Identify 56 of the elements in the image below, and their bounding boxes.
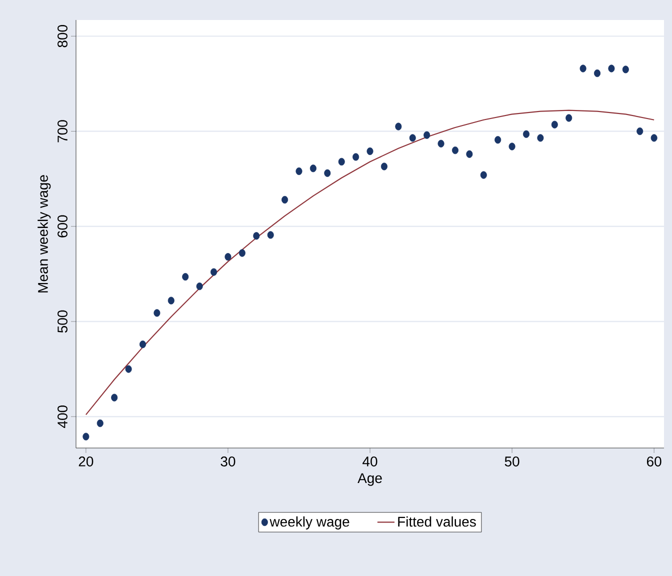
y-axis-title: Mean weekly wage: [38, 175, 51, 292]
x-tick-label: 20: [78, 456, 94, 466]
point: [395, 122, 402, 130]
y-tick-label: 600: [58, 215, 68, 238]
point: [466, 150, 473, 158]
x-tick-label: 60: [646, 456, 662, 466]
x-axis-title: Age: [358, 473, 382, 486]
point: [508, 142, 516, 150]
point: [608, 64, 615, 72]
point: [238, 249, 246, 257]
point: [438, 140, 444, 148]
point: [111, 394, 118, 402]
point: [224, 253, 232, 261]
point: [196, 282, 203, 290]
point: [282, 196, 288, 204]
point: [452, 146, 458, 154]
legend-label: weekly wage: [270, 516, 350, 530]
x-tick-label: 30: [220, 456, 236, 466]
point: [636, 127, 644, 136]
x-tick-label: 50: [504, 456, 520, 466]
point: [296, 167, 302, 176]
legend-label: Fitted values: [398, 516, 476, 527]
point: [253, 232, 260, 240]
y-tick-label: 500: [58, 310, 68, 333]
point: [168, 296, 174, 304]
point: [424, 131, 430, 139]
point: [537, 134, 544, 142]
point: [480, 171, 487, 179]
point: [82, 432, 90, 440]
point: [494, 136, 502, 144]
point: [182, 273, 189, 281]
point: [139, 340, 146, 348]
point: [366, 147, 374, 156]
point: [352, 153, 360, 161]
point: [310, 164, 316, 172]
point: [566, 114, 572, 122]
line-series: [85, 110, 655, 416]
point: [380, 162, 388, 170]
point: [96, 419, 104, 428]
y-tick-label: 700: [58, 120, 68, 142]
point: [522, 130, 530, 138]
y-tick-label: 800: [58, 25, 68, 48]
y-tick-label: 400: [58, 405, 68, 428]
point: [580, 64, 586, 72]
point: [154, 309, 160, 317]
point: [210, 268, 218, 276]
point: [338, 158, 345, 166]
point: [409, 134, 416, 142]
x-tick-label: 40: [362, 456, 378, 466]
point: [594, 69, 601, 78]
point: [622, 66, 629, 74]
point: [125, 365, 132, 373]
point: [267, 231, 274, 239]
point: [324, 169, 331, 177]
point: [650, 134, 658, 142]
point: [551, 120, 558, 128]
